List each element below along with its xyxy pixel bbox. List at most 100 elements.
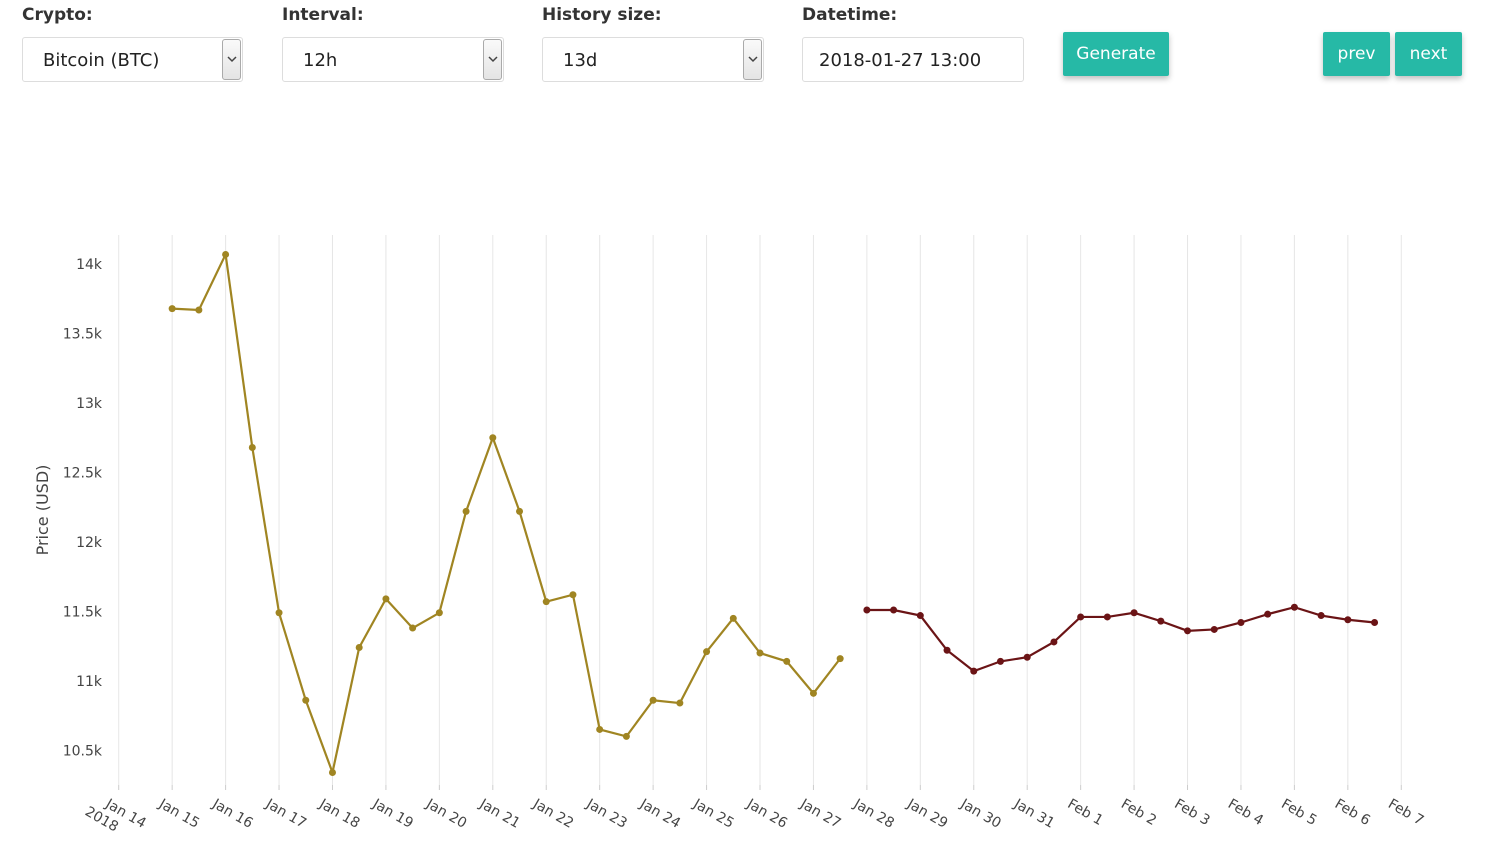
price-point — [836, 655, 844, 663]
x-tick-label: Feb 4 — [1225, 796, 1266, 829]
x-tick-label: Feb 2 — [1118, 796, 1159, 829]
price-point — [462, 507, 470, 515]
y-tick-label: 12k — [76, 535, 103, 551]
price-point — [1290, 603, 1298, 611]
price-point — [489, 434, 497, 442]
field-label: History size: — [542, 5, 662, 25]
select-arrow — [483, 39, 502, 80]
price-point — [1264, 610, 1272, 618]
y-tick-label: 11.5k — [63, 604, 103, 620]
x-tick-label-group: Jan 24 — [636, 796, 683, 832]
x-tick-label-group: Jan 25 — [690, 796, 737, 832]
price-point — [302, 696, 310, 704]
price-point — [569, 591, 577, 599]
y-tick-label: 13k — [76, 396, 103, 412]
price-point — [809, 689, 817, 697]
x-tick-label-group: Jan 27 — [797, 796, 844, 832]
interval-select[interactable]: 12h — [282, 37, 504, 82]
x-tick-label: Jan 19 — [369, 796, 416, 832]
x-tick-label-group: Feb 1 — [1065, 796, 1106, 829]
price-point — [1371, 619, 1379, 626]
x-tick-label-group: Jan 29 — [903, 796, 950, 832]
price-point — [996, 657, 1004, 665]
price-point — [168, 305, 176, 313]
x-tick-label: Feb 6 — [1332, 796, 1373, 829]
price-point — [1050, 638, 1058, 646]
price-point — [1023, 653, 1031, 661]
price-point — [248, 444, 256, 451]
x-tick-label-group: Feb 4 — [1225, 796, 1266, 829]
x-tick-label: Feb 5 — [1278, 796, 1319, 829]
select-arrow — [743, 39, 762, 80]
prev-button[interactable]: prev — [1323, 32, 1390, 76]
input-value: 2018-01-27 13:00 — [819, 50, 982, 71]
x-tick-label: Jan 15 — [155, 796, 202, 832]
price-point — [970, 667, 978, 675]
price-point — [943, 646, 951, 654]
select-value: 12h — [303, 50, 338, 71]
price-point — [542, 598, 550, 606]
price-point — [863, 606, 871, 614]
x-tick-label: Feb 3 — [1172, 796, 1213, 829]
price-line — [866, 606, 1375, 673]
x-tick-label: Jan 28 — [850, 796, 897, 832]
price-point — [382, 595, 390, 603]
x-tick-label-group: Jan 26 — [743, 796, 790, 832]
price-point — [729, 614, 737, 622]
y-tick-label: 13.5k — [63, 327, 103, 343]
field-label: Crypto: — [22, 5, 93, 25]
crypto-select[interactable]: Bitcoin (BTC) — [22, 37, 243, 82]
x-tick-label: Feb 1 — [1065, 796, 1106, 829]
price-point — [1237, 619, 1245, 626]
next-button[interactable]: next — [1395, 32, 1462, 76]
price-point — [1077, 613, 1085, 621]
price-point — [649, 696, 657, 704]
x-tick-label: Jan 29 — [903, 796, 950, 832]
price-point — [1184, 627, 1192, 635]
x-tick-label: Jan 16 — [209, 796, 256, 832]
y-tick-label: 14k — [76, 257, 103, 273]
price-point — [890, 606, 898, 614]
history-select[interactable]: 13d — [542, 37, 764, 82]
x-tick-label: Jan 17 — [262, 796, 309, 832]
price-point — [756, 649, 764, 657]
x-tick-label-group: Feb 3 — [1172, 796, 1213, 829]
x-tick-label: Jan 30 — [957, 796, 1004, 832]
select-value: 13d — [563, 50, 598, 71]
x-tick-label: Jan 21 — [476, 796, 523, 832]
x-tick-label-group: Jan 23 — [583, 796, 630, 832]
x-tick-label: Jan 27 — [797, 796, 844, 832]
field-label: Interval: — [282, 5, 364, 25]
x-tick-label-group: Jan 16 — [209, 796, 256, 832]
generate-button[interactable]: Generate — [1063, 32, 1169, 76]
price-point — [409, 624, 417, 632]
x-tick-label-group: Jan 21 — [476, 796, 523, 832]
price-point — [355, 644, 363, 651]
datetime-input[interactable]: 2018-01-27 13:00 — [802, 37, 1024, 82]
price-point — [783, 657, 791, 665]
price-point — [1210, 625, 1218, 633]
price-point — [1103, 613, 1111, 621]
price-point — [435, 609, 443, 617]
x-tick-label-group: Jan 22 — [529, 796, 576, 832]
x-tick-label: Jan 31 — [1010, 796, 1057, 832]
y-tick-label: 11k — [76, 674, 103, 690]
y-tick-label: 12.5k — [63, 466, 103, 482]
x-tick-label-group: Jan 15 — [155, 796, 202, 832]
price-point — [1317, 612, 1325, 620]
x-tick-label-group: Jan 28 — [850, 796, 897, 832]
select-arrow — [222, 39, 241, 80]
x-tick-label: Jan 24 — [636, 796, 683, 832]
x-tick-label: Jan 22 — [529, 796, 576, 832]
x-tick-label: Jan 20 — [422, 796, 469, 832]
x-tick-label: Jan 25 — [690, 796, 737, 832]
x-tick-label-group: Jan 18 — [316, 796, 363, 832]
price-point — [275, 609, 283, 617]
price-point — [916, 612, 924, 620]
x-tick-label-group: Feb 5 — [1278, 796, 1319, 829]
select-value: Bitcoin (BTC) — [43, 50, 160, 71]
price-point — [195, 306, 203, 314]
x-tick-label: Feb 7 — [1385, 796, 1426, 829]
